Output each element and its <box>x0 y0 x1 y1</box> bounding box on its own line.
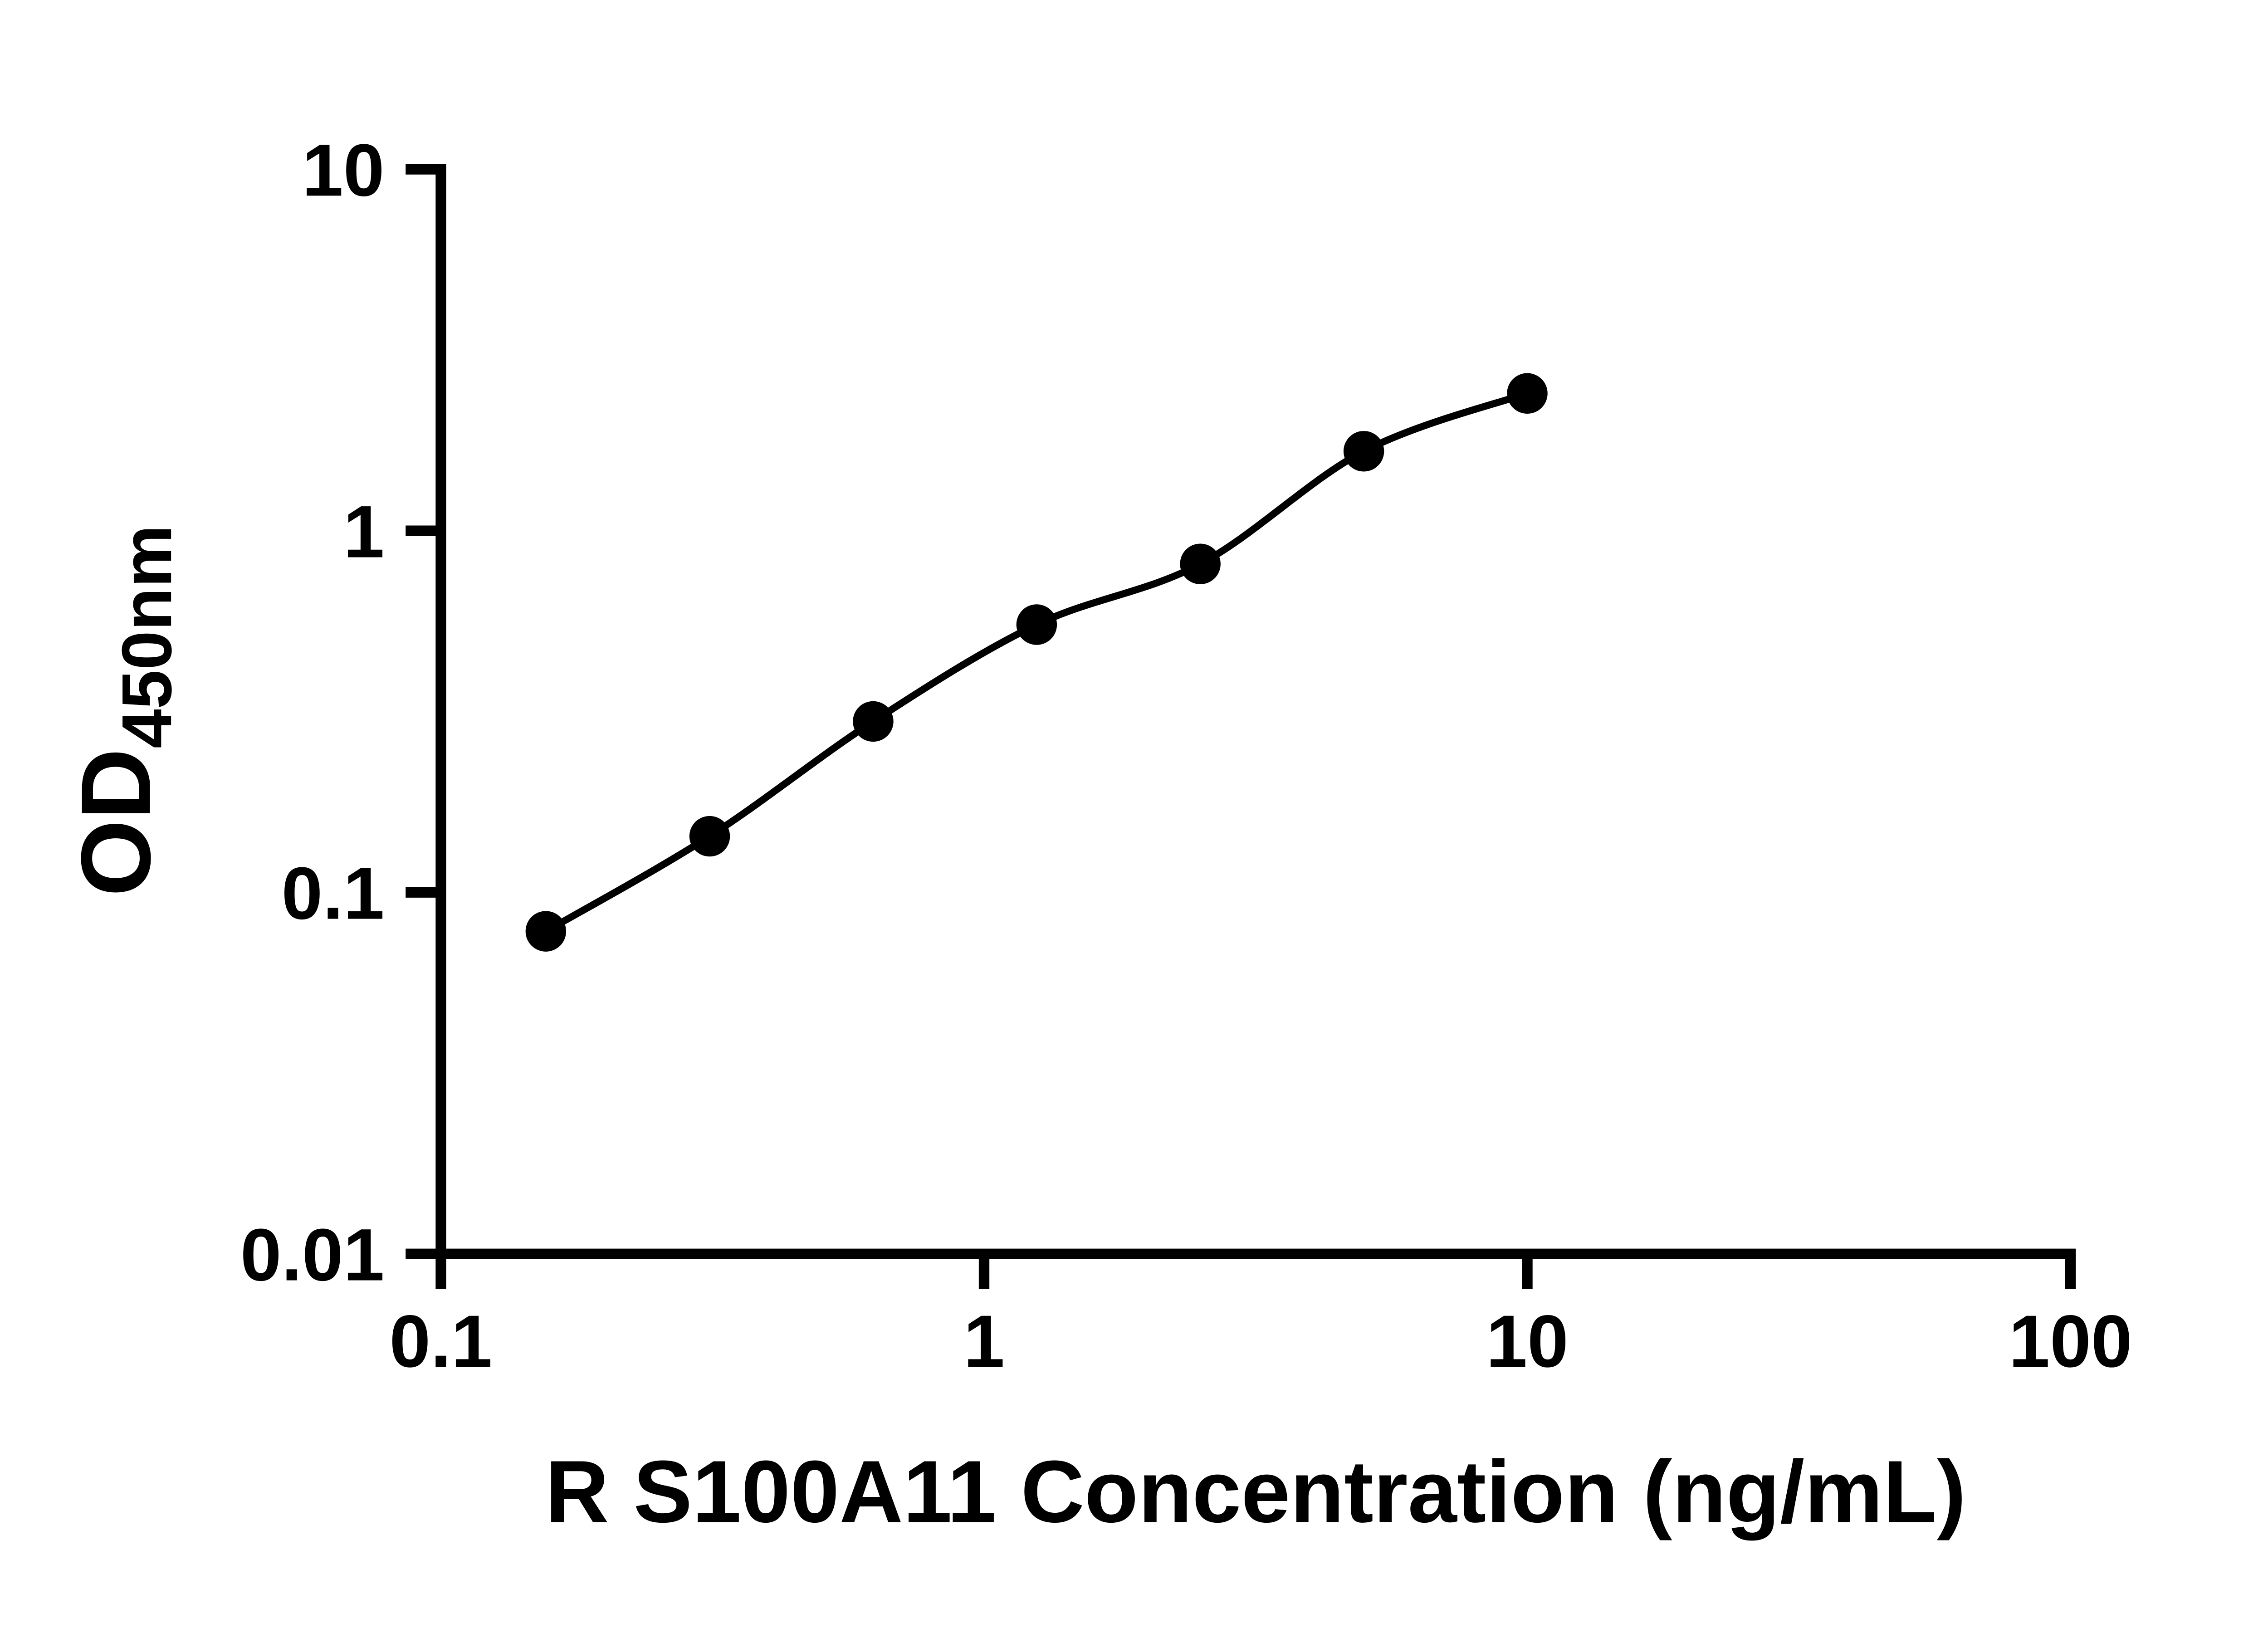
x-tick-label: 10 <box>1486 1300 1569 1383</box>
x-tick-label: 100 <box>2009 1300 2132 1383</box>
y-axis-title-main: OD <box>61 748 171 897</box>
data-point <box>853 701 894 742</box>
data-point <box>1016 604 1057 645</box>
x-tick-label: 0.1 <box>390 1300 493 1383</box>
data-point <box>1507 373 1548 414</box>
y-axis-title-subscript: 450nm <box>107 525 186 748</box>
data-point <box>1180 543 1221 584</box>
x-axis-title: R S100A11 Concentration (ng/mL) <box>545 1442 1966 1541</box>
y-tick-label: 10 <box>302 128 385 211</box>
y-tick-label: 1 <box>343 490 385 573</box>
data-point <box>689 816 730 857</box>
fit-curve <box>544 390 1529 934</box>
data-point <box>525 911 567 952</box>
y-tick-label: 0.1 <box>282 852 385 935</box>
x-tick-label: 1 <box>963 1300 1005 1383</box>
y-axis-title: OD450nm <box>61 525 186 896</box>
data-point <box>1343 431 1384 472</box>
y-tick-label: 0.01 <box>240 1213 385 1296</box>
